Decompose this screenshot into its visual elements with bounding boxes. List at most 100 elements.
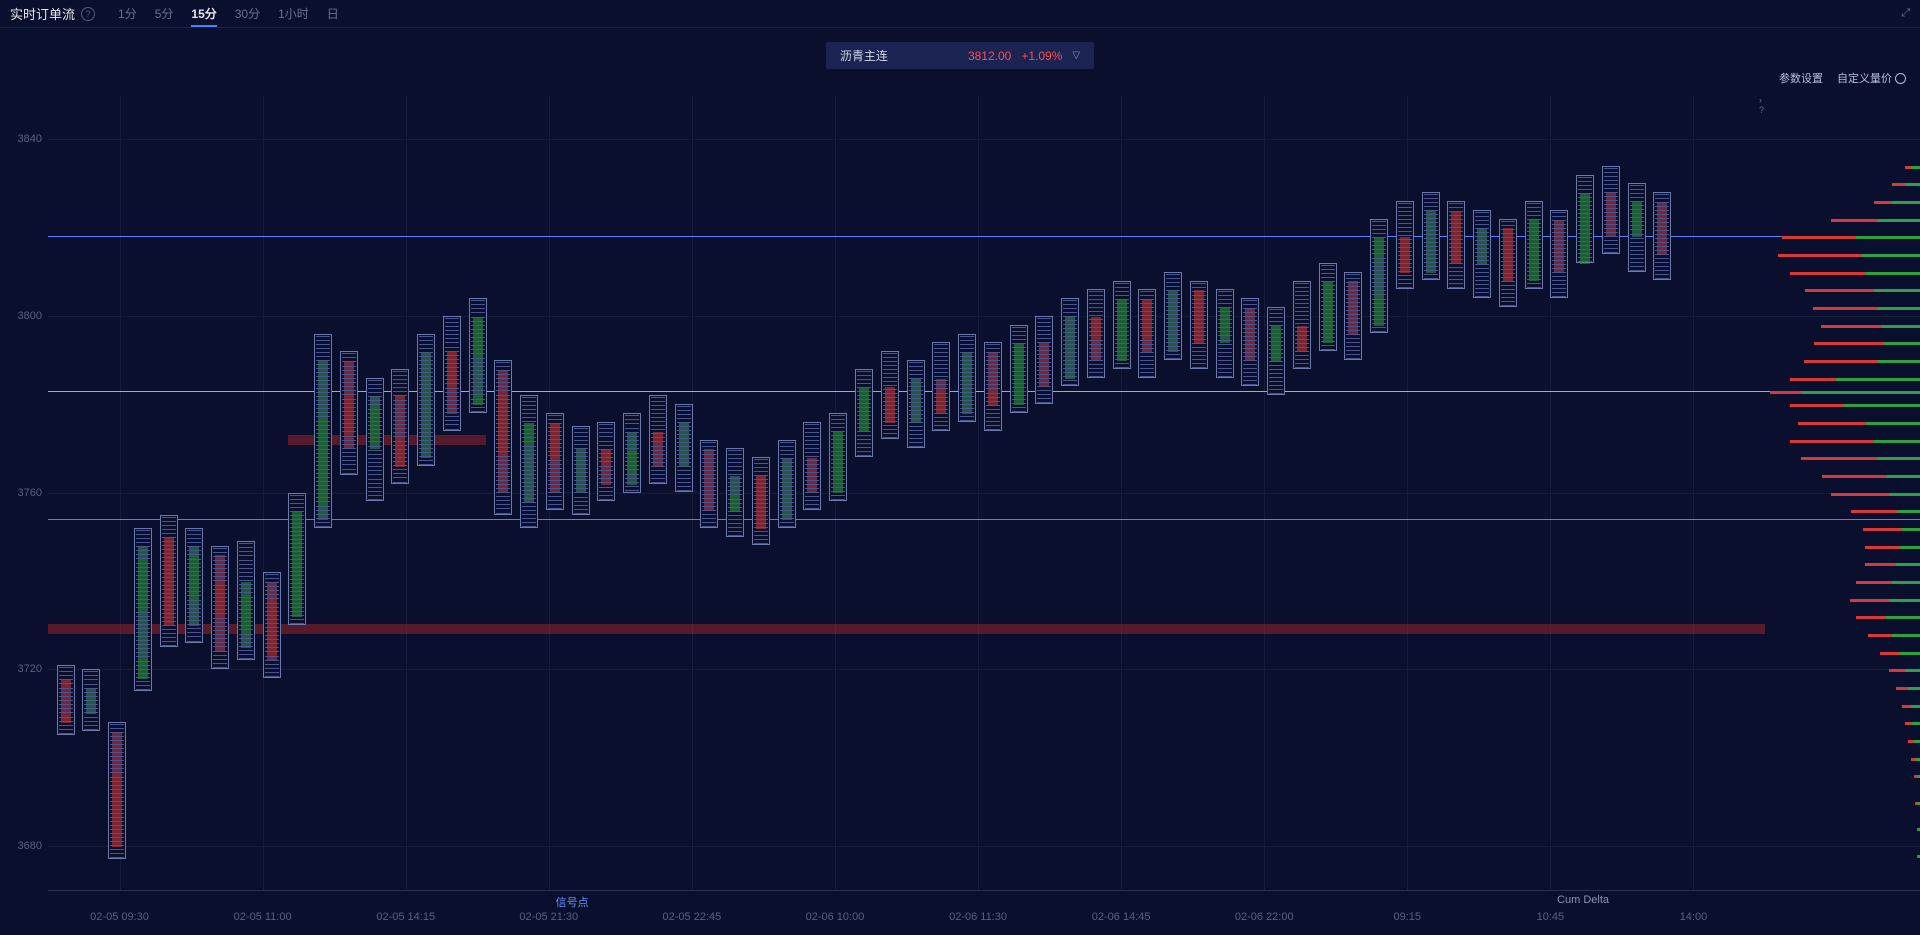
help-icon[interactable]: ? (81, 7, 95, 21)
footprint-candle[interactable] (134, 528, 152, 691)
x-axis: 02-05 09:3002-05 11:0002-05 14:1502-05 2… (48, 890, 1920, 935)
footprint-candle[interactable] (82, 669, 100, 731)
x-tick: 02-05 11:00 (234, 911, 292, 923)
footprint-candle[interactable] (263, 572, 281, 678)
y-tick: 3680 (18, 840, 42, 852)
footprint-candle[interactable] (1010, 325, 1028, 413)
footprint-candle[interactable] (185, 528, 203, 643)
footprint-candle[interactable] (597, 422, 615, 502)
volume-profile-row (1778, 254, 1920, 257)
footprint-candle[interactable] (1113, 281, 1131, 369)
footprint-candle[interactable] (1319, 263, 1337, 351)
footprint-candle[interactable] (469, 298, 487, 413)
param-settings-button[interactable]: 参数设置 (1779, 70, 1823, 86)
footprint-candle[interactable] (1602, 166, 1620, 254)
x-tick: 09:15 (1394, 911, 1422, 923)
volume-profile-row (1798, 422, 1920, 425)
footprint-candle[interactable] (1293, 281, 1311, 369)
footprint-candle[interactable] (572, 426, 590, 514)
chart-area[interactable]: › ? 36803720376038003840 02-05 09:3002-0… (0, 95, 1920, 935)
footprint-candle[interactable] (623, 413, 641, 493)
instrument-selector[interactable]: 沥青主连 3812.00 +1.09% ▽ (826, 42, 1094, 69)
footprint-candle[interactable] (700, 440, 718, 528)
x-tick: 02-06 14:45 (1092, 911, 1151, 923)
volume-profile-row (1868, 634, 1920, 637)
y-tick: 3800 (18, 310, 42, 322)
x-tick: 02-06 10:00 (806, 911, 865, 923)
instrument-name: 沥青主连 (840, 47, 888, 64)
y-tick: 3840 (18, 133, 42, 145)
footprint-candle[interactable] (1370, 219, 1388, 334)
footprint-candle[interactable] (778, 440, 796, 528)
instrument-price: 3812.00 (968, 49, 1011, 63)
footprint-candle[interactable] (675, 404, 693, 492)
footprint-candle[interactable] (237, 541, 255, 660)
footprint-candle[interactable] (1061, 298, 1079, 386)
timeframe-5分[interactable]: 5分 (155, 7, 174, 21)
timeframe-15分[interactable]: 15分 (191, 7, 216, 27)
volume-profile-row (1908, 740, 1920, 743)
volume-profile-row (1874, 201, 1920, 204)
footprint-candle[interactable] (520, 395, 538, 528)
x-tick: 02-06 22:00 (1235, 911, 1294, 923)
timeframe-日[interactable]: 日 (327, 7, 339, 21)
footprint-candle[interactable] (160, 515, 178, 648)
footprint-candle[interactable] (57, 665, 75, 736)
section-label: 信号点 (556, 894, 589, 910)
footprint-candle[interactable] (1576, 175, 1594, 263)
footprint-candle[interactable] (1525, 201, 1543, 289)
footprint-candle[interactable] (1164, 272, 1182, 360)
footprint-candle[interactable] (932, 342, 950, 430)
footprint-candle[interactable] (340, 351, 358, 475)
footprint-candle[interactable] (391, 369, 409, 484)
footprint-candle[interactable] (829, 413, 847, 501)
expand-icon[interactable]: ⤢ (1901, 7, 1910, 20)
footprint-candle[interactable] (1422, 192, 1440, 280)
footprint-candle[interactable] (958, 334, 976, 422)
footprint-candle[interactable] (881, 351, 899, 439)
candle-container (48, 95, 1765, 890)
footprint-candle[interactable] (546, 413, 564, 510)
gear-icon (1895, 73, 1906, 84)
footprint-candle[interactable] (649, 395, 667, 483)
footprint-candle[interactable] (1216, 289, 1234, 377)
chevron-down-icon: ▽ (1072, 50, 1080, 61)
timeframe-1分[interactable]: 1分 (118, 7, 137, 21)
footprint-candle[interactable] (288, 493, 306, 626)
footprint-candle[interactable] (1267, 307, 1285, 395)
footprint-candle[interactable] (907, 360, 925, 448)
footprint-candle[interactable] (443, 316, 461, 431)
footprint-candle[interactable] (494, 360, 512, 515)
x-tick: 02-05 21:30 (519, 911, 578, 923)
footprint-candle[interactable] (314, 334, 332, 528)
footprint-candle[interactable] (1499, 219, 1517, 307)
footprint-candle[interactable] (803, 422, 821, 510)
footprint-candle[interactable] (1190, 281, 1208, 369)
volume-profile-row (1865, 563, 1920, 566)
footprint-candle[interactable] (1344, 272, 1362, 360)
volume-profile-row (1831, 219, 1920, 222)
timeframe-30分[interactable]: 30分 (235, 7, 260, 21)
section-label: Cum Delta (1557, 894, 1609, 906)
custom-price-button[interactable]: 自定义量价 (1837, 70, 1906, 86)
footprint-candle[interactable] (1035, 316, 1053, 404)
footprint-candle[interactable] (1087, 289, 1105, 377)
footprint-candle[interactable] (1653, 192, 1671, 280)
footprint-candle[interactable] (855, 369, 873, 457)
footprint-candle[interactable] (1550, 210, 1568, 298)
timeframe-1小时[interactable]: 1小时 (278, 7, 309, 21)
footprint-candle[interactable] (108, 722, 126, 859)
footprint-candle[interactable] (984, 342, 1002, 430)
footprint-candle[interactable] (417, 334, 435, 467)
footprint-candle[interactable] (1138, 289, 1156, 377)
footprint-candle[interactable] (752, 457, 770, 545)
footprint-candle[interactable] (366, 378, 384, 502)
footprint-candle[interactable] (1241, 298, 1259, 386)
footprint-candle[interactable] (1628, 183, 1646, 271)
footprint-candle[interactable] (211, 546, 229, 670)
footprint-candle[interactable] (1396, 201, 1414, 289)
footprint-candle[interactable] (726, 448, 744, 536)
footprint-candle[interactable] (1447, 201, 1465, 289)
y-tick: 3760 (18, 487, 42, 499)
footprint-candle[interactable] (1473, 210, 1491, 298)
